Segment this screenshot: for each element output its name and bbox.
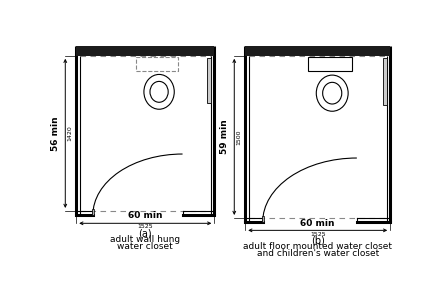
Text: (a): (a) <box>138 228 152 238</box>
Text: 60 min: 60 min <box>128 211 162 221</box>
Bar <box>92 209 94 215</box>
Ellipse shape <box>323 82 342 104</box>
Ellipse shape <box>316 75 348 111</box>
Bar <box>307 57 352 71</box>
Bar <box>383 58 387 105</box>
Text: 56 min: 56 min <box>51 116 60 151</box>
Text: adult wall hung: adult wall hung <box>110 235 180 244</box>
Text: water closet: water closet <box>117 242 173 251</box>
Text: 1420: 1420 <box>67 125 72 141</box>
Bar <box>245 46 390 56</box>
Text: 1500: 1500 <box>236 129 241 145</box>
Text: 1525: 1525 <box>310 231 326 236</box>
Text: (b): (b) <box>311 235 325 245</box>
Bar <box>206 58 211 103</box>
Bar <box>262 216 264 222</box>
Ellipse shape <box>144 74 174 109</box>
Text: 1525: 1525 <box>138 224 153 229</box>
Text: 60 min: 60 min <box>300 219 335 228</box>
Ellipse shape <box>150 81 168 102</box>
Text: adult floor mounted water closet: adult floor mounted water closet <box>243 242 392 251</box>
Bar <box>136 57 178 71</box>
Text: 59 min: 59 min <box>220 120 229 154</box>
Text: and children's water closet: and children's water closet <box>257 249 379 258</box>
Bar <box>77 46 214 56</box>
